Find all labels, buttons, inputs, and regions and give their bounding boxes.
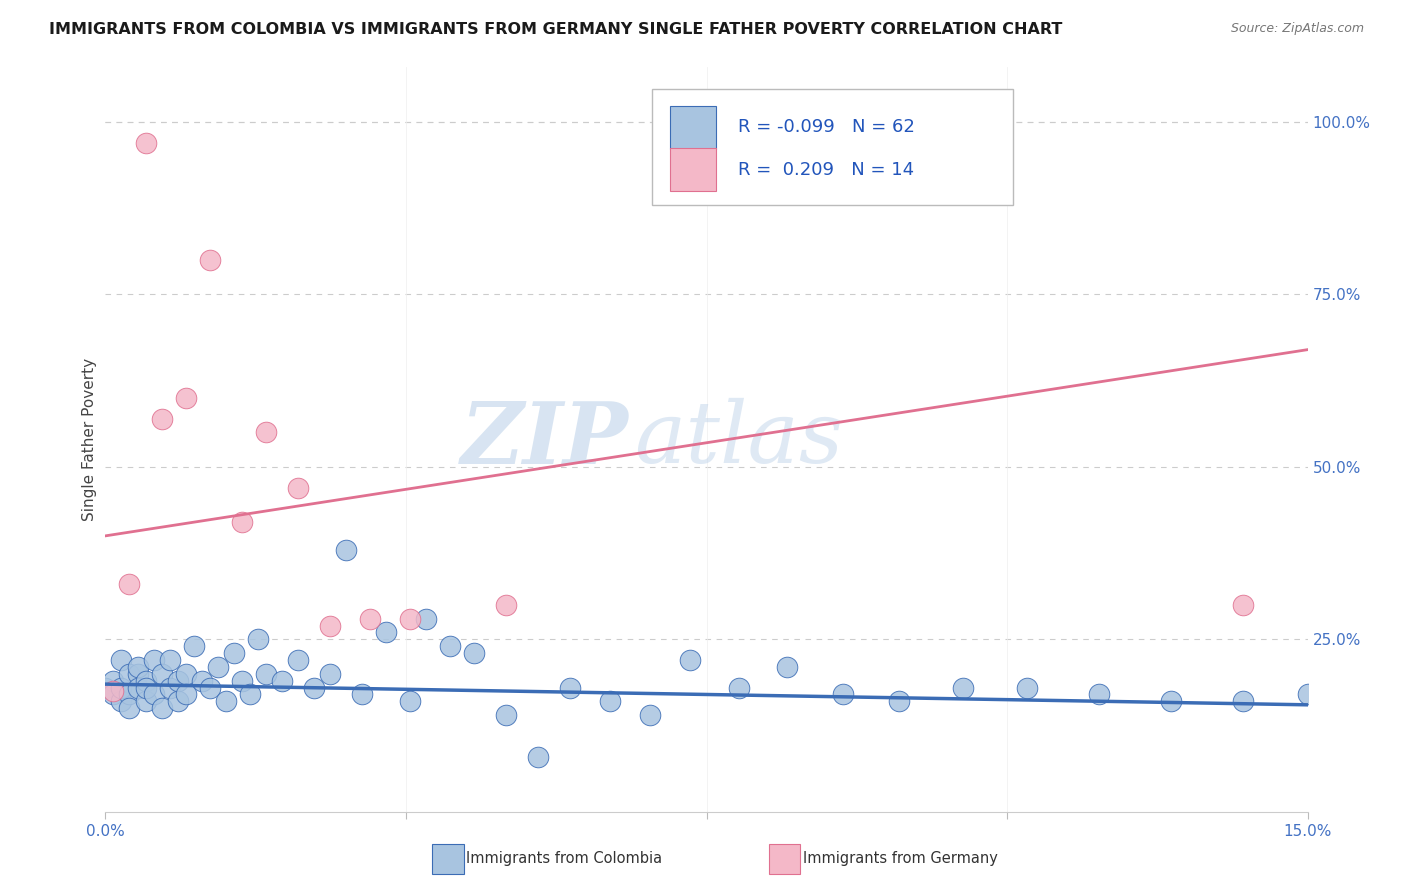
- Point: [127, 681, 149, 695]
- Point: [1232, 598, 1254, 612]
- Text: ZIP: ZIP: [461, 398, 628, 481]
- Point: [463, 646, 485, 660]
- Point: [94, 681, 117, 695]
- Point: [350, 688, 373, 702]
- Point: [599, 694, 621, 708]
- Point: [287, 481, 309, 495]
- Point: [776, 660, 799, 674]
- Point: [103, 684, 125, 698]
- Point: [118, 701, 141, 715]
- Bar: [671, 148, 716, 191]
- Point: [231, 673, 253, 688]
- Point: [952, 681, 974, 695]
- Point: [198, 681, 221, 695]
- Point: [159, 681, 181, 695]
- Point: [415, 612, 437, 626]
- Point: [1296, 688, 1319, 702]
- Point: [319, 666, 342, 681]
- Point: [887, 694, 910, 708]
- Point: [246, 632, 269, 647]
- Point: [127, 660, 149, 674]
- Point: [495, 598, 517, 612]
- Point: [239, 688, 262, 702]
- Text: Immigrants from Colombia: Immigrants from Colombia: [465, 851, 662, 866]
- Point: [231, 515, 253, 529]
- Point: [127, 666, 149, 681]
- Point: [110, 653, 132, 667]
- Point: [727, 681, 749, 695]
- Point: [831, 688, 853, 702]
- Point: [174, 688, 197, 702]
- Point: [399, 612, 422, 626]
- Point: [640, 708, 662, 723]
- Point: [135, 673, 157, 688]
- Point: [374, 625, 398, 640]
- Point: [222, 646, 245, 660]
- Point: [150, 666, 173, 681]
- Text: R =  0.209   N = 14: R = 0.209 N = 14: [738, 161, 914, 178]
- Point: [103, 688, 125, 702]
- Point: [135, 136, 157, 150]
- Point: [527, 749, 550, 764]
- Point: [335, 542, 357, 557]
- Bar: [433, 844, 464, 873]
- Text: R = -0.099   N = 62: R = -0.099 N = 62: [738, 119, 915, 136]
- Point: [110, 694, 132, 708]
- Point: [183, 639, 205, 653]
- Point: [118, 666, 141, 681]
- Point: [166, 673, 188, 688]
- Point: [142, 653, 165, 667]
- FancyBboxPatch shape: [652, 89, 1014, 204]
- Point: [150, 411, 173, 425]
- Point: [560, 681, 582, 695]
- Point: [174, 666, 197, 681]
- Point: [214, 694, 236, 708]
- Y-axis label: Single Father Poverty: Single Father Poverty: [82, 358, 97, 521]
- Bar: [769, 844, 800, 873]
- Point: [150, 701, 173, 715]
- Point: [166, 694, 188, 708]
- Point: [135, 681, 157, 695]
- Point: [1160, 694, 1182, 708]
- Bar: [671, 105, 716, 149]
- Point: [399, 694, 422, 708]
- Point: [439, 639, 461, 653]
- Point: [319, 618, 342, 632]
- Point: [142, 688, 165, 702]
- Point: [118, 577, 141, 591]
- Point: [302, 681, 325, 695]
- Point: [679, 653, 702, 667]
- Text: Source: ZipAtlas.com: Source: ZipAtlas.com: [1230, 22, 1364, 36]
- Point: [190, 673, 212, 688]
- Point: [135, 694, 157, 708]
- Point: [1017, 681, 1039, 695]
- Text: atlas: atlas: [634, 398, 844, 481]
- Point: [254, 666, 277, 681]
- Point: [159, 653, 181, 667]
- Point: [1088, 688, 1111, 702]
- Point: [1232, 694, 1254, 708]
- Point: [287, 653, 309, 667]
- Text: Immigrants from Germany: Immigrants from Germany: [803, 851, 998, 866]
- Point: [103, 673, 125, 688]
- Point: [198, 252, 221, 267]
- Text: IMMIGRANTS FROM COLOMBIA VS IMMIGRANTS FROM GERMANY SINGLE FATHER POVERTY CORREL: IMMIGRANTS FROM COLOMBIA VS IMMIGRANTS F…: [49, 22, 1063, 37]
- Point: [270, 673, 292, 688]
- Point: [174, 391, 197, 405]
- Point: [118, 688, 141, 702]
- Point: [359, 612, 381, 626]
- Point: [110, 681, 132, 695]
- Point: [207, 660, 229, 674]
- Point: [254, 425, 277, 440]
- Point: [495, 708, 517, 723]
